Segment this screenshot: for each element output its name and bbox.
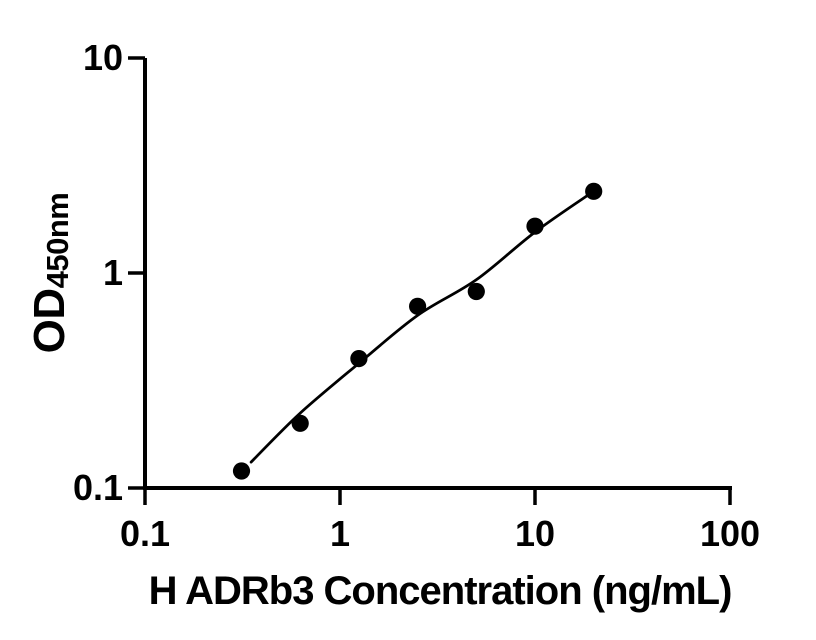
x-axis-title: H ADRb3 Concentration (ng/mL) <box>149 569 732 613</box>
x-tick-label: 0.1 <box>120 513 170 554</box>
fit-curve-line <box>249 189 596 464</box>
data-point <box>350 350 368 368</box>
axis-frame <box>143 58 732 490</box>
data-point <box>409 297 427 315</box>
data-point <box>232 462 251 480</box>
plot-area: 0.1 1 10 100 10 1 0.1 <box>73 37 760 554</box>
x-tick-label: 1 <box>330 513 350 554</box>
data-point <box>467 282 485 301</box>
y-tick-label: 0.1 <box>73 467 123 508</box>
y-axis-title-main: OD <box>25 288 74 353</box>
y-tick-label: 1 <box>103 252 123 293</box>
y-tick-label: 10 <box>83 37 123 78</box>
x-tick-label: 10 <box>515 513 555 554</box>
y-axis-title-subscript: 450nm <box>40 193 75 289</box>
y-axis-title: OD450nm <box>25 193 75 354</box>
x-tick-label: 100 <box>700 513 760 554</box>
